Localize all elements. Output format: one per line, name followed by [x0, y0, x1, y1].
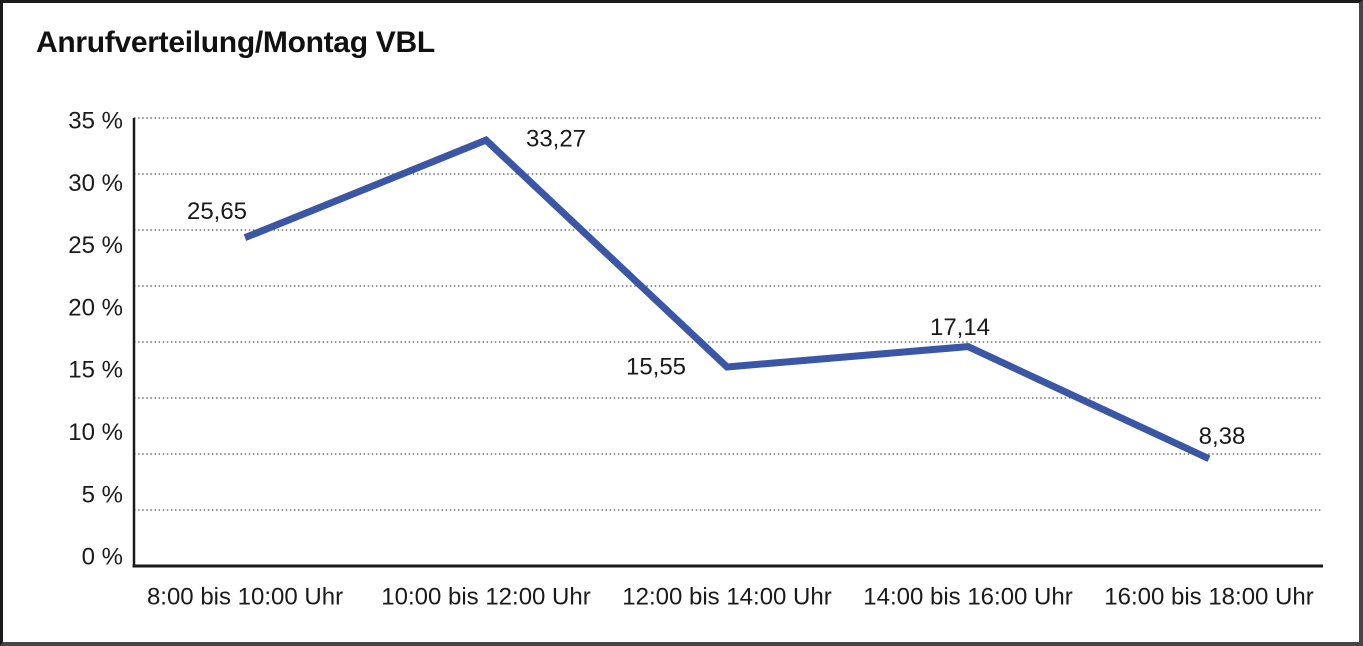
chart-title: Anrufverteilung/Montag VBL	[36, 26, 435, 59]
y-tick-label: 0 %	[82, 544, 123, 571]
x-category-label: 12:00 bis 14:00 Uhr	[622, 584, 831, 611]
data-point-label: 8,38	[1199, 423, 1246, 450]
data-point-label: 15,55	[626, 353, 686, 380]
y-tick-label: 20 %	[68, 294, 123, 321]
x-category-label: 10:00 bis 12:00 Uhr	[381, 584, 590, 611]
x-category-label: 14:00 bis 16:00 Uhr	[863, 584, 1072, 611]
data-point-label: 33,27	[526, 126, 586, 153]
y-tick-label: 10 %	[68, 419, 123, 446]
y-tick-label: 15 %	[68, 357, 123, 384]
y-tick-label: 30 %	[68, 170, 123, 197]
data-point-label: 17,14	[930, 314, 990, 341]
y-tick-label: 25 %	[68, 232, 123, 259]
y-tick-label: 5 %	[82, 481, 123, 508]
x-category-label: 16:00 bis 18:00 Uhr	[1104, 584, 1313, 611]
data-point-label: 25,65	[187, 198, 247, 225]
x-category-label: 8:00 bis 10:00 Uhr	[147, 584, 343, 611]
y-tick-label: 35 %	[68, 108, 123, 135]
data-series-line	[243, 136, 1211, 462]
